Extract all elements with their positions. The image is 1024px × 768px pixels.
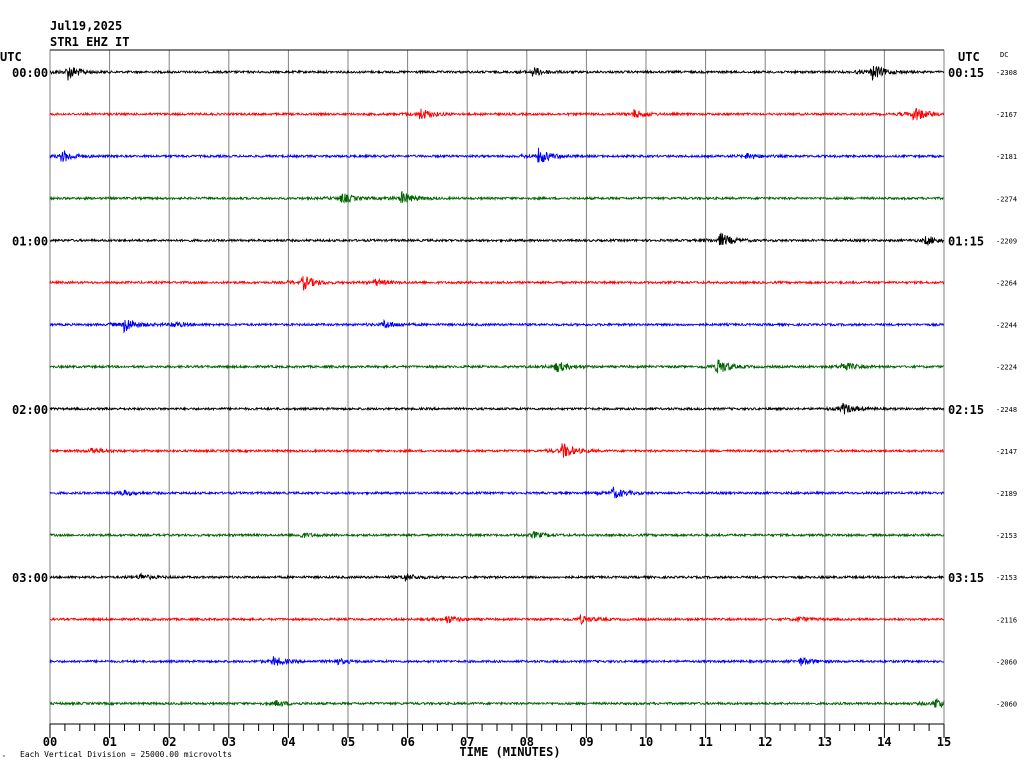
dc-offset-label: -2274	[996, 195, 1017, 203]
dc-offset-label: -2060	[996, 658, 1017, 666]
x-tick-label: 12	[758, 735, 772, 749]
trace-row	[49, 656, 945, 667]
right-time-label: 03:15	[948, 571, 984, 585]
left-time-label: 01:00	[12, 234, 48, 248]
trace-row	[49, 531, 945, 539]
x-tick-label: 00	[43, 735, 57, 749]
x-tick-label: 08	[520, 735, 534, 749]
left-time-label: 03:00	[12, 571, 48, 585]
dc-offset-label: -2189	[996, 490, 1017, 498]
x-tick-label: 09	[579, 735, 593, 749]
right-time-label: 00:15	[948, 66, 984, 80]
left-utc-title: UTC	[0, 50, 22, 64]
x-tick-label: 04	[281, 735, 295, 749]
x-tick-label: 10	[639, 735, 653, 749]
dc-offset-label: -2244	[996, 322, 1017, 330]
left-time-label: 00:00	[12, 66, 48, 80]
trace-row	[49, 486, 945, 499]
x-tick-label: 07	[460, 735, 474, 749]
dc-offset-label: -2153	[996, 574, 1017, 582]
x-tick-label: 15	[937, 735, 951, 749]
trace-row	[49, 359, 945, 374]
x-tick-label: 13	[818, 735, 832, 749]
x-tick-label: 06	[400, 735, 414, 749]
dc-offset-label: -2153	[996, 532, 1017, 540]
right-utc-title: UTC	[958, 50, 980, 64]
traces	[49, 65, 945, 708]
trace-row	[49, 232, 945, 246]
left-time-label: 02:00	[12, 403, 48, 417]
grid	[49, 49, 945, 738]
x-tick-label: 02	[162, 735, 176, 749]
dc-offset-label: -2181	[996, 153, 1017, 161]
trace-row	[49, 318, 945, 334]
trace-row	[49, 147, 945, 163]
footer-note: Each Vertical Division = 25000.00 microv…	[20, 750, 232, 759]
dc-offset-label: -2060	[996, 701, 1017, 709]
trace-row	[49, 402, 945, 415]
dc-offset-label: -2167	[996, 111, 1017, 119]
trace-row	[49, 107, 945, 121]
labels: 00 01 02 03 04 05 06 07 08 09 10 11 12 13 14 15 00:00 00:…	[12, 66, 1017, 749]
x-tick-label: 14	[877, 735, 891, 749]
x-tick-label: 03	[222, 735, 236, 749]
trace-row	[49, 443, 945, 458]
header-date: Jul19,2025	[50, 19, 122, 33]
trace-row	[49, 613, 945, 626]
header-station: STR1 EHZ IT	[50, 35, 129, 49]
x-tick-label: 11	[698, 735, 712, 749]
right-time-label: 02:15	[948, 403, 984, 417]
trace-row	[49, 65, 945, 81]
dc-offset-label: -2308	[996, 69, 1017, 77]
x-tick-label: 05	[341, 735, 355, 749]
dc-offset-label: -2209	[996, 237, 1017, 245]
x-axis-title: TIME (MINUTES)	[459, 745, 560, 759]
right-time-label: 01:15	[948, 234, 984, 248]
dc-title: DC	[1000, 51, 1008, 59]
footer-mark: ⁿ	[2, 754, 6, 761]
dc-offset-label: -2224	[996, 364, 1017, 372]
dc-offset-label: -2147	[996, 448, 1017, 456]
trace-row	[49, 276, 945, 291]
trace-row	[49, 697, 945, 708]
dc-offset-label: -2248	[996, 406, 1017, 414]
x-tick-label: 01	[102, 735, 116, 749]
dc-offset-label: -2116	[996, 616, 1017, 624]
dc-offset-label: -2264	[996, 280, 1017, 288]
trace-row	[49, 191, 945, 204]
trace-row	[49, 572, 944, 582]
